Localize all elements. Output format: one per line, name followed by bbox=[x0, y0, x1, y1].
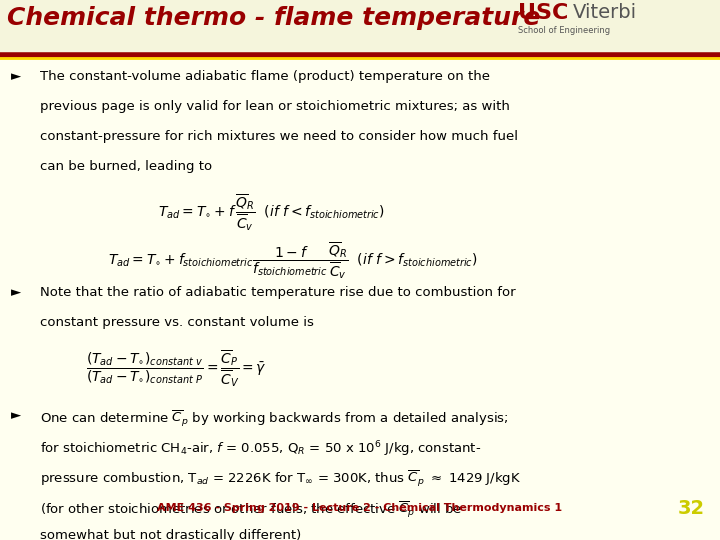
Text: constant pressure vs. constant volume is: constant pressure vs. constant volume is bbox=[40, 316, 313, 329]
Text: for stoichiometric CH$_4$-air, $f$ = 0.055, Q$_R$ = 50 x 10$^6$ J/kg, constant-: for stoichiometric CH$_4$-air, $f$ = 0.0… bbox=[40, 439, 481, 459]
Text: somewhat but not drastically different): somewhat but not drastically different) bbox=[40, 529, 301, 540]
Text: ►: ► bbox=[11, 409, 21, 422]
Text: Chemical thermo - flame temperature: Chemical thermo - flame temperature bbox=[7, 6, 541, 30]
FancyBboxPatch shape bbox=[0, 0, 720, 59]
Text: can be burned, leading to: can be burned, leading to bbox=[40, 160, 212, 173]
Text: $\dfrac{(T_{ad} - T_{\circ})_{constant\ v}}{(T_{ad} - T_{\circ})_{constant\ P}} : $\dfrac{(T_{ad} - T_{\circ})_{constant\ … bbox=[86, 349, 267, 389]
Text: Note that the ratio of adiabatic temperature rise due to combustion for: Note that the ratio of adiabatic tempera… bbox=[40, 286, 516, 299]
Text: constant-pressure for rich mixtures we need to consider how much fuel: constant-pressure for rich mixtures we n… bbox=[40, 130, 518, 143]
Text: (for other stoichiometries or other fuels, the effective $\overline{C}_p$ will b: (for other stoichiometries or other fuel… bbox=[40, 500, 462, 519]
Text: Viterbi: Viterbi bbox=[572, 3, 636, 23]
Text: USC: USC bbox=[518, 3, 569, 23]
Text: ►: ► bbox=[11, 70, 21, 83]
Text: School of Engineering: School of Engineering bbox=[518, 25, 611, 35]
Text: $T_{ad} = T_{\circ} + f_{stoichiometric}\dfrac{1-f}{f_{stoichiometric}}\dfrac{\o: $T_{ad} = T_{\circ} + f_{stoichiometric}… bbox=[108, 241, 478, 281]
Text: The constant-volume adiabatic flame (product) temperature on the: The constant-volume adiabatic flame (pro… bbox=[40, 70, 490, 83]
Text: AME 436 - Spring 2019 - Lecture 2 - Chemical Thermodynamics 1: AME 436 - Spring 2019 - Lecture 2 - Chem… bbox=[158, 503, 562, 514]
Text: pressure combustion, T$_{ad}$ = 2226K for T$_{\infty}$ = 300K, thus $\overline{C: pressure combustion, T$_{ad}$ = 2226K fo… bbox=[40, 469, 521, 489]
Text: previous page is only valid for lean or stoichiometric mixtures; as with: previous page is only valid for lean or … bbox=[40, 100, 510, 113]
Text: ►: ► bbox=[11, 286, 21, 299]
Text: One can determine $\overline{C}_p$ by working backwards from a detailed analysis: One can determine $\overline{C}_p$ by wo… bbox=[40, 409, 508, 429]
Text: 32: 32 bbox=[678, 499, 705, 518]
Text: $T_{ad} = T_{\circ} + f\,\dfrac{\overline{Q}_R}{\overline{C}_v}$  $(if\ f < f_{s: $T_{ad} = T_{\circ} + f\,\dfrac{\overlin… bbox=[158, 193, 385, 233]
